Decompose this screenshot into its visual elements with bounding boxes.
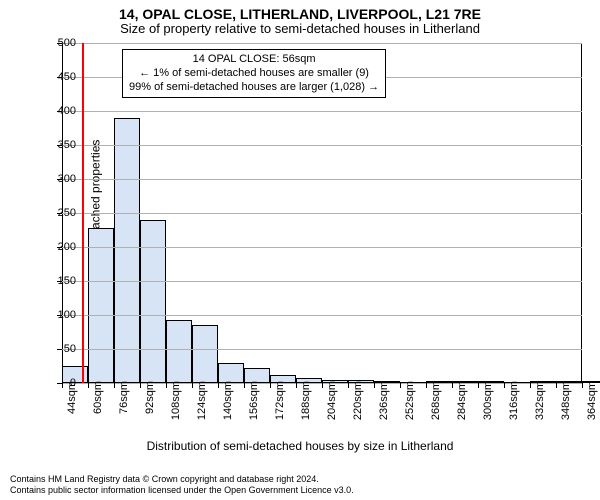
x-tick-label: 92sqm (144, 381, 156, 414)
x-tick-label: 332sqm (534, 381, 546, 420)
y-tick-label: 350 (42, 139, 76, 151)
x-tick-mark (426, 383, 427, 388)
x-ticks (62, 383, 582, 433)
histogram-bar (114, 118, 140, 383)
x-tick-mark (140, 383, 141, 388)
x-tick-mark (556, 383, 557, 388)
x-tick-label: 252sqm (404, 381, 416, 420)
histogram-bar (218, 363, 244, 383)
x-tick-mark (348, 383, 349, 388)
x-tick-label: 348sqm (560, 381, 572, 420)
x-tick-mark (322, 383, 323, 388)
reference-line (82, 43, 84, 383)
x-tick-label: 316sqm (508, 381, 520, 420)
histogram-bar (140, 220, 166, 383)
histogram-bar (166, 320, 192, 383)
x-tick-mark (192, 383, 193, 388)
x-tick-mark (452, 383, 453, 388)
gridline (62, 111, 582, 112)
gridline (62, 213, 582, 214)
x-tick-label: 76sqm (118, 381, 130, 414)
annotation-line2: ← 1% of semi-detached houses are smaller… (129, 67, 379, 81)
x-tick-label: 44sqm (66, 381, 78, 414)
x-tick-mark (530, 383, 531, 388)
x-axis-label: Distribution of semi-detached houses by … (0, 439, 600, 453)
y-tick-label: 500 (42, 37, 76, 49)
x-tick-mark (504, 383, 505, 388)
gridline (62, 179, 582, 180)
histogram-bar (192, 325, 218, 383)
y-tick-label: 400 (42, 105, 76, 117)
attribution-line2: Contains public sector information licen… (10, 485, 354, 496)
x-tick-label: 220sqm (352, 381, 364, 420)
chart-title: 14, OPAL CLOSE, LITHERLAND, LIVERPOOL, L… (0, 6, 600, 22)
x-tick-label: 60sqm (92, 381, 104, 414)
chart-area: Number of semi-detached properties 14 OP… (0, 37, 600, 437)
annotation-box: 14 OPAL CLOSE: 56sqm← 1% of semi-detache… (122, 49, 386, 98)
x-tick-mark (296, 383, 297, 388)
gridline (62, 145, 582, 146)
gridline (62, 247, 582, 248)
y-tick-label: 50 (42, 343, 76, 355)
annotation-line1: 14 OPAL CLOSE: 56sqm (129, 53, 379, 67)
attribution: Contains HM Land Registry data © Crown c… (10, 474, 354, 496)
x-tick-label: 364sqm (586, 381, 598, 420)
x-tick-mark (166, 383, 167, 388)
y-tick-label: 250 (42, 207, 76, 219)
y-tick-label: 300 (42, 173, 76, 185)
x-tick-label: 172sqm (274, 381, 286, 420)
y-tick-label: 200 (42, 241, 76, 253)
x-tick-mark (478, 383, 479, 388)
x-tick-label: 108sqm (170, 381, 182, 420)
y-tick-label: 450 (42, 71, 76, 83)
x-tick-label: 140sqm (222, 381, 234, 420)
annotation-line3: 99% of semi-detached houses are larger (… (129, 81, 379, 95)
x-tick-mark (114, 383, 115, 388)
x-tick-label: 284sqm (456, 381, 468, 420)
x-tick-mark (88, 383, 89, 388)
x-tick-mark (582, 383, 583, 388)
x-tick-mark (218, 383, 219, 388)
chart-subtitle: Size of property relative to semi-detach… (0, 22, 600, 37)
x-tick-label: 236sqm (378, 381, 390, 420)
y-tick-label: 100 (42, 309, 76, 321)
x-tick-label: 188sqm (300, 381, 312, 420)
gridline (62, 315, 582, 316)
x-tick-mark (400, 383, 401, 388)
plot-region: 14 OPAL CLOSE: 56sqm← 1% of semi-detache… (62, 43, 582, 383)
x-tick-label: 268sqm (430, 381, 442, 420)
x-tick-mark (270, 383, 271, 388)
x-tick-label: 156sqm (248, 381, 260, 420)
x-tick-label: 124sqm (196, 381, 208, 420)
x-tick-mark (244, 383, 245, 388)
x-tick-mark (374, 383, 375, 388)
gridline (62, 281, 582, 282)
x-tick-label: 300sqm (482, 381, 494, 420)
chart-titles: 14, OPAL CLOSE, LITHERLAND, LIVERPOOL, L… (0, 0, 600, 37)
gridline (62, 349, 582, 350)
x-tick-label: 204sqm (326, 381, 338, 420)
y-tick-label: 150 (42, 275, 76, 287)
gridline (62, 43, 582, 44)
attribution-line1: Contains HM Land Registry data © Crown c… (10, 474, 354, 485)
histogram-bar (88, 228, 114, 383)
